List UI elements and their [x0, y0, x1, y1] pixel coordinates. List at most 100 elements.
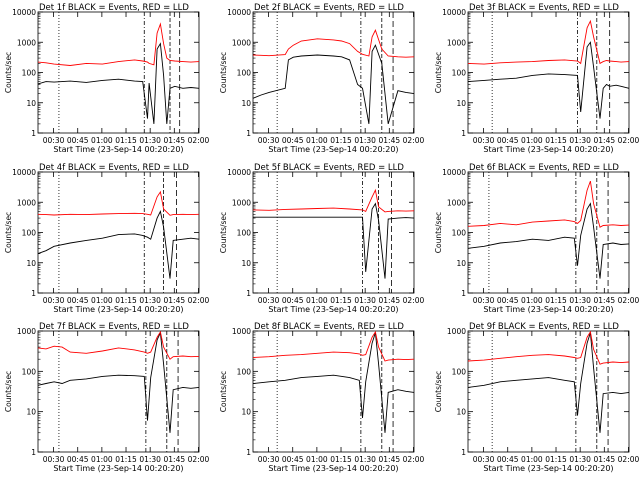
x-tick-label: 02:00: [618, 296, 640, 305]
x-axis-label: Start Time (23-Sep-14 00:20:20): [483, 305, 613, 314]
y-tick-label: 1: [246, 129, 251, 138]
x-tick-label: 01:15: [330, 455, 352, 464]
x-tick-label: 01:15: [115, 296, 137, 305]
x-tick-label: 01:30: [569, 296, 591, 305]
y-tick-label: 1: [31, 289, 36, 298]
x-tick-label: 00:45: [282, 455, 304, 464]
x-axis-label: Start Time (23-Sep-14 00:20:20): [53, 464, 183, 473]
x-tick-label: 01:30: [139, 136, 161, 145]
y-tick-label: 100: [452, 229, 467, 238]
y-tick-label: 10000: [442, 8, 466, 17]
panel-4: Det 4f BLACK = Events, RED = LLD 1 10 100 10…: [4, 163, 209, 314]
x-tick-label: 01:30: [569, 136, 591, 145]
y-tick-label: 100: [452, 69, 467, 78]
y-tick-label: 10000: [227, 8, 251, 17]
y-axis-label: Counts/sec: [219, 371, 228, 412]
x-tick-label: 01:00: [521, 296, 543, 305]
x-tick-label: 01:00: [91, 136, 113, 145]
series-lld-line: [252, 188, 415, 213]
panel-7: Det 7f BLACK = Events, RED = LLD 1 10 100 10…: [4, 322, 209, 473]
y-tick-label: 100: [452, 367, 467, 376]
x-tick-label: 00:30: [473, 455, 495, 464]
y-tick-label: 100: [22, 69, 37, 78]
x-tick-label: 01:45: [164, 455, 186, 464]
y-tick-label: 10000: [12, 168, 36, 177]
x-tick-label: 01:45: [379, 455, 401, 464]
x-tick-label: 01:30: [569, 455, 591, 464]
series-events-line: [37, 210, 200, 279]
y-tick-label: 10000: [227, 168, 251, 177]
x-axis-label: Start Time (23-Sep-14 00:20:20): [483, 145, 613, 154]
y-axis-label: Counts/sec: [4, 212, 13, 253]
panel-title: Det 9f BLACK = Events, RED = LLD: [469, 322, 619, 332]
y-tick-label: 10: [241, 99, 251, 108]
y-tick-label: 1000: [232, 198, 251, 207]
x-tick-label: 00:30: [43, 296, 65, 305]
panel-3: Det 3f BLACK = Events, RED = LLD 1 10 100 10…: [434, 3, 639, 154]
x-tick-label: 01:45: [379, 136, 401, 145]
series-lld-line: [252, 29, 415, 58]
x-tick-label: 00:30: [43, 136, 65, 145]
y-tick-label: 10000: [12, 8, 36, 17]
series-lld-line: [37, 330, 200, 360]
x-tick-label: 02:00: [618, 455, 640, 464]
x-tick-label: 01:15: [545, 455, 567, 464]
x-tick-label: 02:00: [188, 136, 210, 145]
y-tick-label: 100: [237, 69, 252, 78]
x-tick-label: 02:00: [188, 455, 210, 464]
x-tick-label: 00:30: [258, 136, 280, 145]
y-tick-label: 1000: [447, 198, 466, 207]
x-tick-label: 01:15: [330, 296, 352, 305]
x-axis-label: Start Time (23-Sep-14 00:20:20): [483, 464, 613, 473]
panel-title: Det 3f BLACK = Events, RED = LLD: [469, 3, 619, 13]
y-axis-label: Counts/sec: [4, 371, 13, 412]
x-tick-label: 01:00: [521, 455, 543, 464]
x-tick-label: 01:00: [306, 136, 328, 145]
x-tick-label: 01:15: [115, 455, 137, 464]
x-tick-label: 00:30: [473, 296, 495, 305]
y-tick-label: 1000: [447, 327, 466, 336]
x-tick-label: 00:45: [67, 136, 89, 145]
x-tick-label: 00:45: [67, 296, 89, 305]
x-axis-label: Start Time (23-Sep-14 00:20:20): [53, 305, 183, 314]
x-tick-label: 01:45: [594, 296, 616, 305]
x-tick-label: 02:00: [188, 296, 210, 305]
y-tick-label: 1000: [17, 38, 36, 47]
y-tick-label: 1000: [232, 38, 251, 47]
x-tick-label: 00:45: [282, 136, 304, 145]
panel-title: Det 5f BLACK = Events, RED = LLD: [254, 163, 404, 173]
y-tick-label: 10000: [442, 168, 466, 177]
x-tick-label: 01:45: [379, 296, 401, 305]
panel-title: Det 7f BLACK = Events, RED = LLD: [39, 322, 189, 332]
y-tick-label: 100: [237, 229, 252, 238]
x-tick-label: 01:15: [115, 136, 137, 145]
panel-6: Det 6f BLACK = Events, RED = LLD 1 10 100 10…: [434, 163, 639, 314]
y-tick-label: 10: [241, 259, 251, 268]
plot-frame: [37, 11, 200, 134]
y-tick-label: 1: [461, 129, 466, 138]
x-tick-label: 00:45: [282, 296, 304, 305]
x-tick-label: 01:45: [594, 455, 616, 464]
series-events-line: [467, 41, 630, 119]
x-tick-label: 01:30: [354, 136, 376, 145]
y-tick-label: 10: [26, 259, 36, 268]
x-axis-label: Start Time (23-Sep-14 00:20:20): [268, 145, 398, 154]
x-tick-label: 00:45: [497, 136, 519, 145]
y-tick-label: 1: [246, 448, 251, 457]
series-events-line: [37, 331, 200, 433]
x-tick-label: 00:30: [258, 455, 280, 464]
y-tick-label: 1: [461, 289, 466, 298]
y-tick-label: 100: [22, 367, 37, 376]
x-tick-label: 01:15: [545, 296, 567, 305]
x-tick-label: 01:30: [354, 296, 376, 305]
series-events-line: [37, 42, 200, 124]
x-tick-label: 02:00: [618, 136, 640, 145]
x-tick-label: 02:00: [403, 296, 425, 305]
y-tick-label: 100: [22, 229, 37, 238]
panel-9: Det 9f BLACK = Events, RED = LLD 1 10 100 10…: [434, 322, 639, 473]
x-tick-label: 01:45: [164, 296, 186, 305]
series-lld-line: [37, 190, 200, 216]
plot-frame: [37, 171, 200, 294]
x-tick-label: 01:00: [306, 455, 328, 464]
